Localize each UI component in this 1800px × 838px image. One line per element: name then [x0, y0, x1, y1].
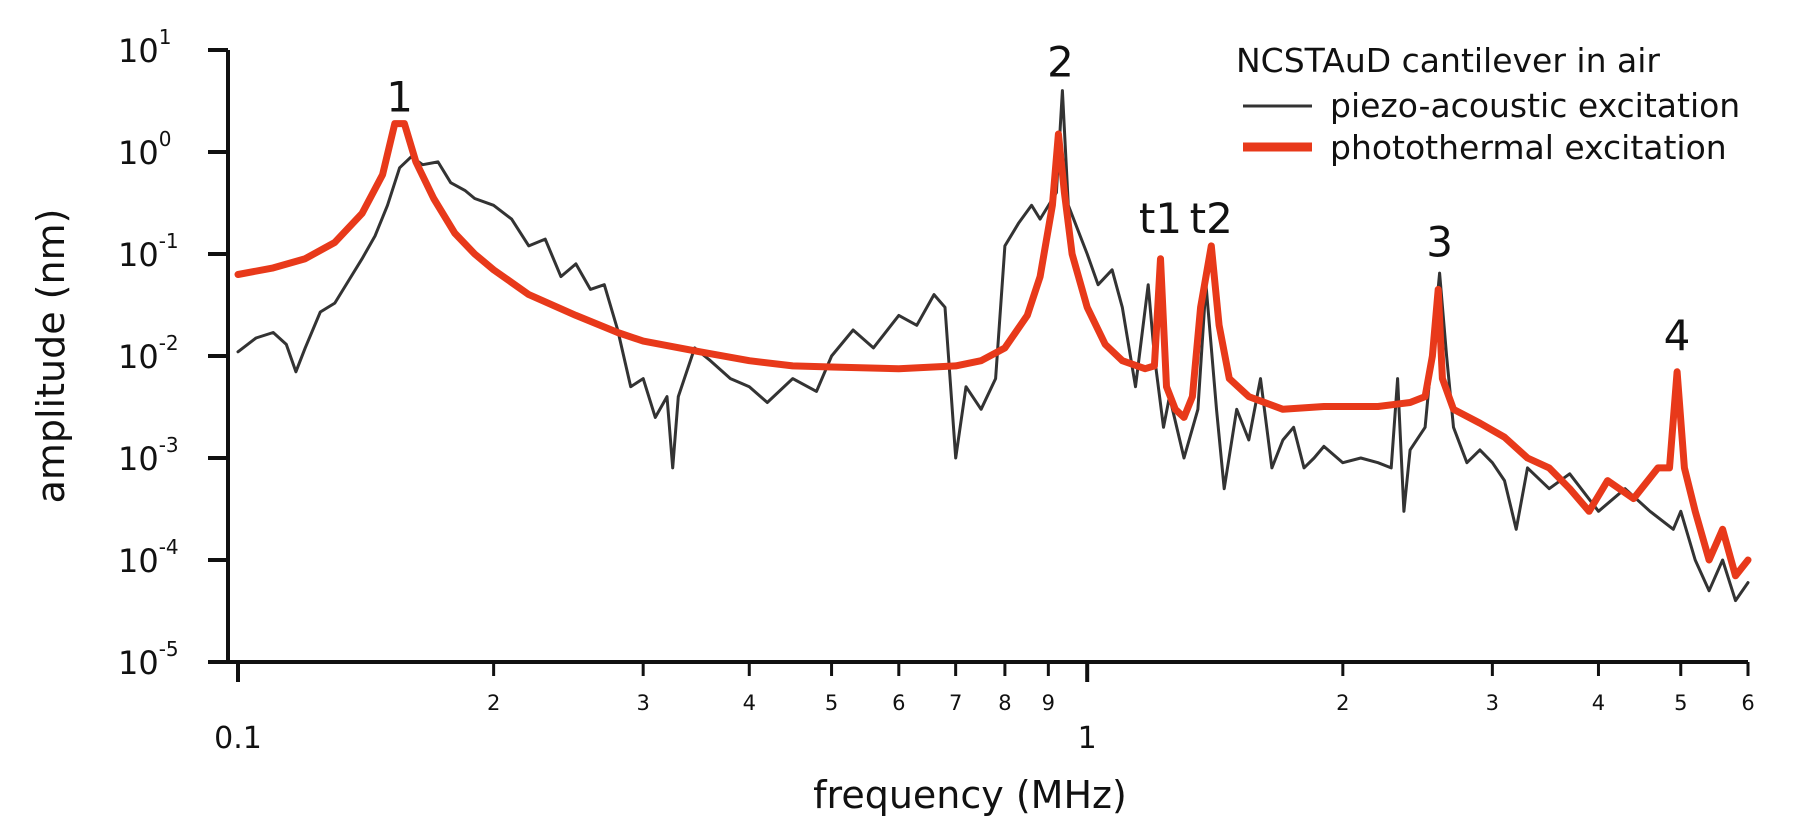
x-minor-tick-label: 9	[1042, 691, 1055, 715]
series-layer	[234, 89, 1752, 603]
legend: NCSTAuD cantilever in air piezo-acoustic…	[1236, 41, 1740, 167]
x-minor-tick-label: 2	[487, 691, 500, 715]
peak-label-4: 4	[1664, 311, 1691, 360]
x-major-tick-label: 1	[1078, 721, 1097, 756]
y-tick-label: 10-1	[118, 229, 179, 274]
x-minor-tick-label: 5	[1674, 691, 1687, 715]
x-minor-tick-label: 2	[1336, 691, 1349, 715]
ticks: 101 100 10-1 10-2 10-3 10-4 10-5 0.1 1 2 3 4 5 6 7 8 9 2 3…	[118, 25, 1755, 756]
peak-label-3: 3	[1426, 217, 1453, 266]
x-major-tick-label: 0.1	[214, 721, 262, 756]
series-line-piezo-acoustic	[236, 89, 1750, 603]
legend-label-piezo: piezo-acoustic excitation	[1330, 86, 1740, 125]
y-tick-label: 101	[118, 25, 171, 70]
y-axis-title: amplitude (nm)	[29, 209, 73, 504]
x-minor-tick-label: 3	[1486, 691, 1499, 715]
y-tick-label: 10-5	[118, 637, 179, 682]
legend-title: NCSTAuD cantilever in air	[1236, 41, 1660, 80]
peak-label-t1: t1	[1139, 194, 1182, 243]
peak-annotations: 1 2 t1 t2 3 4	[386, 37, 1690, 359]
series-line-photothermal	[234, 120, 1752, 580]
x-minor-tick-label: 6	[1741, 691, 1754, 715]
peak-label-1: 1	[386, 72, 413, 121]
x-minor-tick-label: 8	[998, 691, 1011, 715]
x-minor-tick-label: 4	[1592, 691, 1605, 715]
peak-label-t2: t2	[1190, 194, 1233, 243]
x-minor-tick-label: 7	[949, 691, 962, 715]
x-minor-tick-label: 3	[636, 691, 649, 715]
y-tick-label: 100	[118, 127, 171, 172]
legend-label-photothermal: photothermal excitation	[1330, 128, 1727, 167]
x-axis-title: frequency (MHz)	[813, 773, 1127, 817]
peak-label-2: 2	[1047, 37, 1074, 86]
x-minor-tick-label: 6	[892, 691, 905, 715]
y-tick-label: 10-2	[118, 331, 179, 376]
y-tick-label: 10-4	[118, 535, 179, 580]
y-tick-label: 10-3	[118, 433, 179, 478]
x-minor-tick-label: 4	[743, 691, 756, 715]
x-minor-tick-label: 5	[825, 691, 838, 715]
